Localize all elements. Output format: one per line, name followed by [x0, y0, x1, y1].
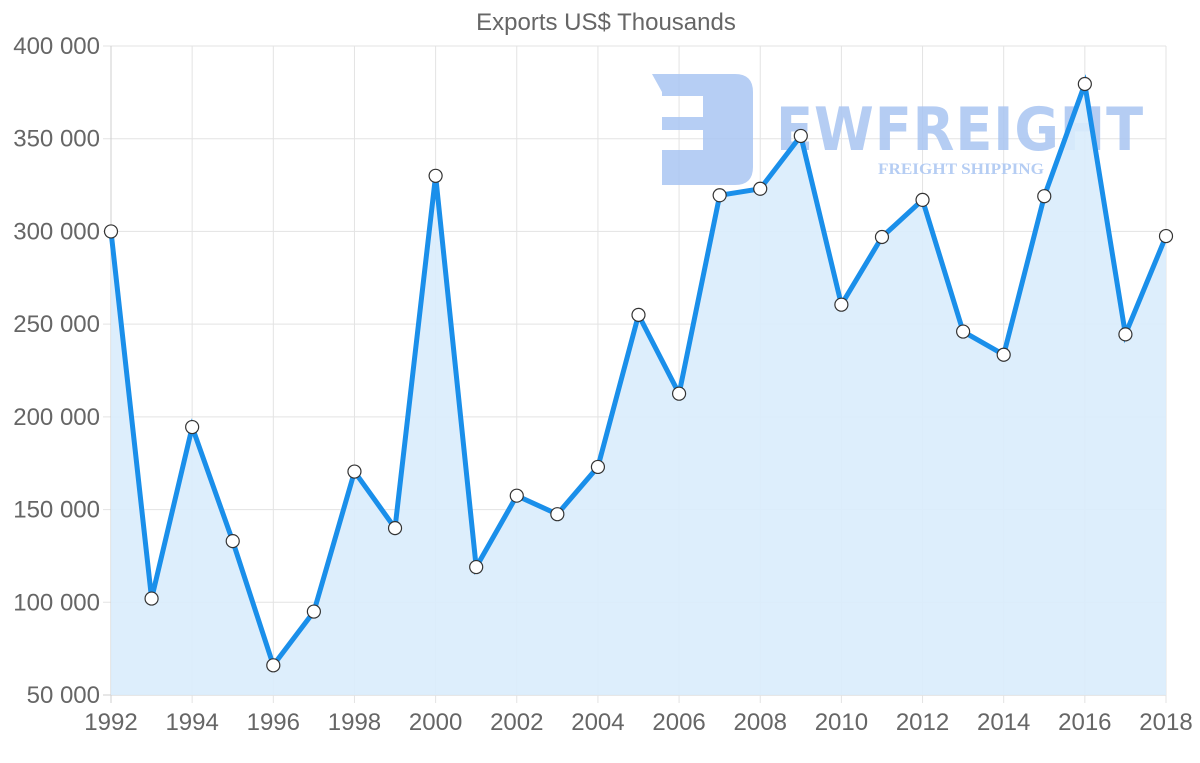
data-point-2008[interactable]	[753, 181, 768, 196]
data-point-2002[interactable]	[509, 488, 524, 503]
data-point-2016[interactable]	[1077, 76, 1092, 92]
data-point-2011[interactable]	[874, 229, 890, 245]
y-tick-label: 200 000	[13, 404, 100, 431]
x-tick-label: 1992	[84, 709, 137, 736]
data-point-1996[interactable]	[266, 658, 281, 673]
y-tick-label: 400 000	[13, 33, 100, 60]
data-point-2007[interactable]	[712, 188, 727, 203]
x-tick-label: 2000	[409, 709, 462, 736]
x-tick-label: 2004	[571, 709, 624, 736]
y-tick-label: 350 000	[13, 126, 100, 153]
x-tick-label: 1998	[328, 709, 381, 736]
data-point-1995[interactable]	[225, 533, 240, 549]
y-tick-label: 50 000	[27, 682, 100, 709]
x-tick-label: 2008	[734, 709, 787, 736]
y-tick-label: 150 000	[13, 497, 100, 524]
data-point-2010[interactable]	[834, 297, 849, 312]
x-tick-label: 2018	[1139, 709, 1192, 736]
data-point-1999[interactable]	[387, 521, 403, 536]
data-point-2015[interactable]	[1037, 189, 1052, 204]
data-point-2003[interactable]	[550, 507, 565, 522]
data-point-2006[interactable]	[671, 386, 687, 401]
watermark-tagline: FREIGHT SHIPPING	[878, 161, 1045, 178]
chart-title: Exports US$ Thousands	[476, 9, 736, 36]
data-point-2017[interactable]	[1118, 327, 1133, 342]
x-tick-label: 2010	[815, 709, 868, 736]
y-tick-label: 250 000	[13, 311, 100, 338]
y-tick-label: 100 000	[13, 589, 100, 616]
data-point-2004[interactable]	[590, 459, 606, 475]
y-tick-label: 300 000	[13, 218, 100, 245]
data-point-2014[interactable]	[996, 347, 1011, 362]
data-point-1994[interactable]	[185, 419, 200, 435]
data-point-1998[interactable]	[347, 464, 362, 479]
data-point-2013[interactable]	[956, 324, 971, 339]
data-point-2009[interactable]	[793, 128, 808, 144]
axes: 50 000 100 000 150 000 200 000 250 000 300 00…	[13, 33, 1192, 736]
x-tick-label: 1994	[165, 709, 218, 736]
data-point-1997[interactable]	[306, 604, 321, 619]
data-point-2018[interactable]	[1158, 228, 1174, 244]
data-point-2001[interactable]	[469, 559, 484, 575]
brand-logo-icon	[652, 74, 753, 185]
series-exports	[103, 74, 1174, 695]
data-point-1993[interactable]	[144, 591, 159, 606]
data-point-2005[interactable]	[631, 307, 646, 322]
area-fill	[111, 84, 1166, 695]
x-tick-label: 2012	[896, 709, 949, 736]
x-tick-label: 2016	[1058, 709, 1111, 736]
x-tick-label: 1996	[247, 709, 300, 736]
data-point-1992[interactable]	[103, 224, 119, 239]
x-tick-label: 2002	[490, 709, 543, 736]
x-tick-label: 2006	[652, 709, 705, 736]
x-tick-label: 2014	[977, 709, 1030, 736]
data-point-2012[interactable]	[915, 192, 930, 208]
data-point-2000[interactable]	[428, 168, 443, 183]
